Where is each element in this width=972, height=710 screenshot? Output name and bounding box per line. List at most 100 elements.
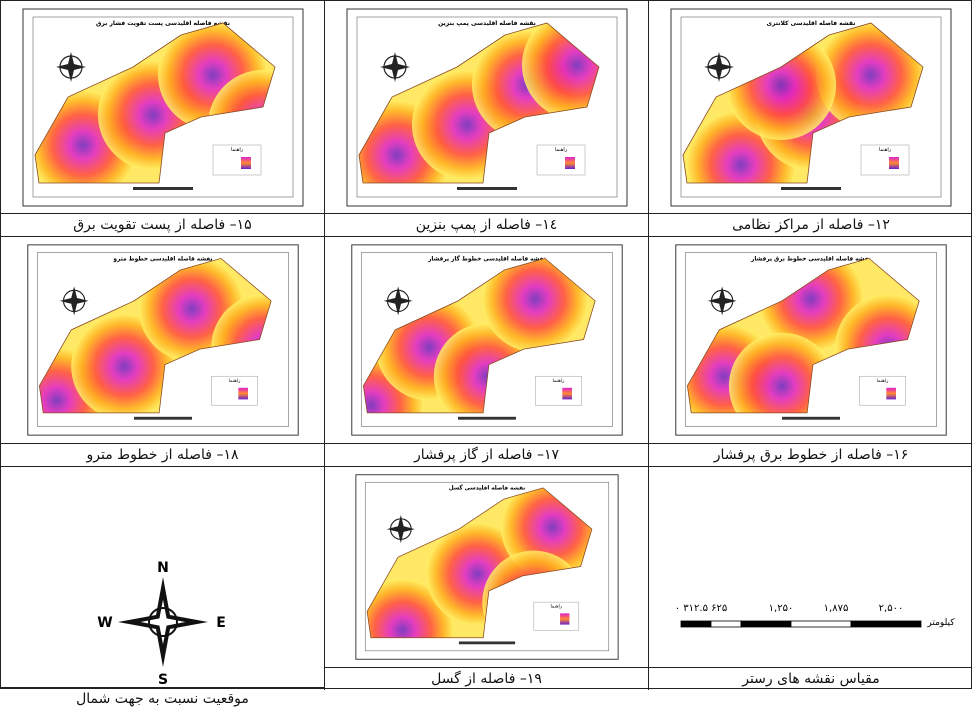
legend-box [533, 601, 579, 631]
caption: ۱۵– فاصله از پست تقویت برق [1, 213, 324, 236]
legend-swatch [240, 156, 251, 169]
figure-cell: نقشه فاصله اقلیدسی پمپ بنزین راهنما ۱٤– فا… [325, 1, 649, 237]
scale-bar [133, 416, 192, 420]
north-arrow [379, 51, 410, 82]
legend-box [210, 375, 258, 406]
legend-box [536, 144, 585, 175]
map: نقشه فاصله اقلیدسی پمپ بنزین راهنما [346, 8, 627, 206]
map-title: نقشه فاصله اقلیدسی پست تقویت فشار برق [96, 20, 230, 27]
north-arrow [55, 51, 86, 82]
compass-star [386, 515, 415, 544]
legend-box [212, 144, 261, 175]
distance-zone [521, 22, 599, 120]
figure-image: نقشه فاصله اقلیدسی پمپ بنزین راهنما [325, 1, 648, 213]
legend-title: راهنما [879, 147, 892, 153]
scale-label: ۱,۲۵۰ [769, 603, 794, 614]
map: نقشه فاصله اقلیدسی خطوط مترو راهنما [26, 244, 299, 436]
caption: ۱۲– فاصله از مراکز نظامی [649, 213, 972, 236]
caption: مقیاس نقشه های رستر [649, 667, 972, 690]
caption: ۱۷– فاصله از گاز پرفشار [325, 443, 648, 466]
legend-box [860, 144, 910, 175]
north-arrow [59, 286, 89, 316]
scale-bar [457, 416, 516, 420]
figure-cell: N S E W موقعیت نسبت به جهت شمال [1, 467, 325, 707]
scale-label: ۰ ۳۱۲.۵ ۶۲۵ [675, 603, 728, 614]
scale-bar [782, 416, 840, 420]
compass-star [707, 286, 737, 316]
caption: ۱۶– فاصله از خطوط برق پرفشار [649, 443, 972, 466]
scale-label: ۲,۵۰۰ [879, 603, 904, 614]
legend-title: راهنما [550, 604, 562, 610]
inner-frame [32, 16, 293, 197]
map-title: نقشه فاصله اقلیدسی پمپ بنزین [438, 20, 536, 27]
scale: ۰ ۳۱۲.۵ ۶۲۵ ۱,۲۵۰ ۱,۸۷۵ ۲,۵۰۰ کیلومتر [675, 603, 956, 628]
map-outline [362, 257, 596, 414]
figure-cell: نقشه فاصله اقلیدسی خطوط گاز پرفشار راهنما… [325, 237, 649, 467]
scale-bar [781, 186, 841, 190]
north-arrow [386, 515, 415, 544]
compass-star [379, 51, 410, 82]
caption: موقعیت نسبت به جهت شمال [1, 687, 324, 710]
compass-star [704, 51, 734, 82]
compass-star [55, 51, 86, 82]
legend-box [534, 375, 582, 406]
scale-segment [710, 620, 742, 628]
compass-ring [147, 607, 178, 637]
inner-frame [36, 252, 289, 427]
figure-cell: نقشه فاصله اقلیدسی کلانتری راهنما ۱۲– فاصل… [649, 1, 972, 237]
map-outline [682, 22, 924, 183]
north-arrow [383, 286, 413, 316]
figure-cell: نقشه فاصله اقلیدسی خطوط برق پرفشار راهنما… [649, 237, 972, 467]
legend-swatch [237, 387, 248, 400]
east-label: E [216, 615, 226, 631]
map-title: نقشه فاصله اقلیدسی خطوط برق پرفشار [750, 256, 871, 262]
map-outline [38, 257, 272, 414]
caption: ۱۹– فاصله از گسل [325, 667, 648, 690]
scale-bar [132, 186, 193, 190]
scale-bar [458, 641, 515, 645]
map: نقشه فاصله اقلیدسی کلانتری راهنما [670, 8, 952, 206]
map-title: نقشه فاصله اقلیدسی گسل [448, 484, 525, 492]
legend-title: راهنما [230, 147, 243, 153]
compass: N S E W [97, 560, 226, 687]
map-title: نقشه فاصله اقلیدسی کلانتری [767, 20, 856, 27]
scale-unit: کیلومتر [926, 618, 955, 628]
figure-image: N S E W [1, 467, 324, 687]
map-outline [686, 257, 920, 414]
legend-title: راهنما [554, 147, 567, 153]
map-title: نقشه فاصله اقلیدسی خطوط گاز پرفشار [427, 254, 546, 262]
north-arrow [704, 51, 734, 82]
compass-star-inner [137, 596, 188, 648]
map: نقشه فاصله اقلیدسی پست تقویت فشار برق راه… [22, 8, 303, 206]
inner-frame [685, 252, 937, 427]
figure-image: نقشه فاصله اقلیدسی گسل راهنما [325, 467, 648, 667]
west-label: W [97, 615, 112, 631]
caption: ۱۸– فاصله از خطوط مترو [1, 443, 324, 466]
north-arrow [707, 286, 737, 316]
figure-image: نقشه فاصله اقلیدسی پست تقویت فشار برق راه… [1, 1, 324, 213]
north-label: N [157, 560, 169, 576]
scale-segment [850, 620, 922, 628]
legend-title: راهنما [877, 378, 890, 384]
compass-star [59, 286, 89, 316]
legend-swatch [564, 156, 575, 169]
scale-segment [790, 620, 852, 628]
south-label: S [157, 672, 167, 687]
legend-box [859, 375, 906, 406]
map-outline [358, 22, 599, 183]
map: نقشه فاصله اقلیدسی گسل راهنما [354, 474, 619, 660]
map-title: نقشه فاصله اقلیدسی خطوط مترو [112, 256, 212, 262]
distance-zone [816, 22, 923, 130]
legend-title: راهنما [552, 378, 565, 384]
scale-label: ۱,۸۷۵ [824, 603, 849, 614]
legend-swatch [561, 387, 572, 400]
figure-cell: ۰ ۳۱۲.۵ ۶۲۵ ۱,۲۵۰ ۱,۸۷۵ ۲,۵۰۰ کیلومتر مقیاس ن… [649, 467, 972, 690]
inner-frame [680, 16, 942, 197]
figure-image: ۰ ۳۱۲.۵ ۶۲۵ ۱,۲۵۰ ۱,۸۷۵ ۲,۵۰۰ کیلومتر [649, 467, 972, 667]
scale-segment [680, 620, 712, 628]
legend-title: راهنما [228, 378, 241, 384]
legend-swatch [889, 156, 899, 169]
distance-zone [366, 578, 454, 638]
map: نقشه فاصله اقلیدسی خطوط برق پرفشار راهنما [675, 244, 947, 436]
